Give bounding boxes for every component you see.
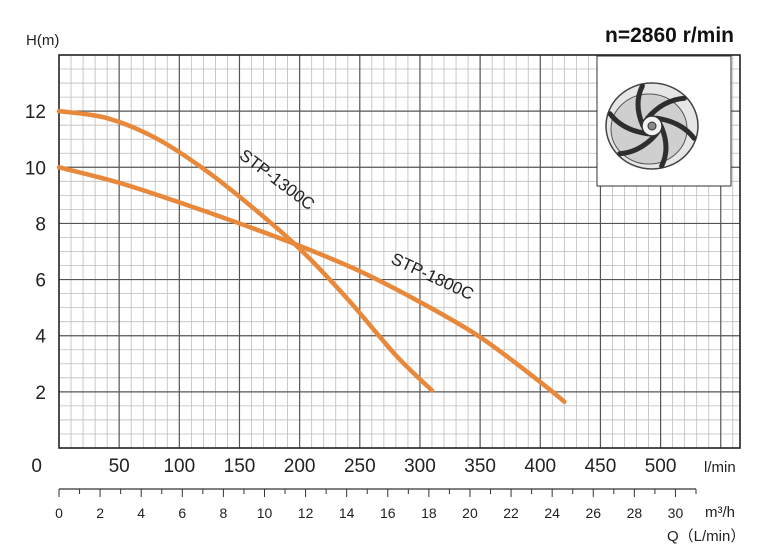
x-tick-label-m3h: 28 — [627, 505, 643, 521]
m3h-axis: 0 2 4 6 8 10 12 14 16 18 20 22 24 26 28 30 — [55, 488, 697, 521]
x-tick-label-lmin: 150 — [224, 456, 256, 477]
x-tick-label-lmin: 350 — [464, 456, 496, 477]
x-tick-label-lmin: 500 — [645, 456, 677, 477]
x-tick-label-m3h: 12 — [298, 505, 314, 521]
x-tick-label-m3h: 6 — [178, 505, 186, 521]
plot-frame — [58, 54, 741, 449]
x-axis-unit-m3h: m³/h — [705, 504, 735, 521]
x-tick-labels-lmin: 50 100 150 200 250 300 350 400 450 500 — [109, 456, 677, 477]
impeller-vane — [635, 83, 646, 129]
impeller-inset — [596, 55, 732, 187]
x-tick-label-lmin: 450 — [585, 456, 617, 477]
x-tick-label-m3h: 8 — [219, 505, 227, 521]
impeller-vane — [617, 131, 659, 157]
series-line-stp-1300c — [56, 108, 435, 393]
y-tick-label: 8 — [35, 214, 46, 235]
y-tick-labels: 2 4 6 8 10 12 — [25, 102, 47, 404]
impeller-vane — [645, 95, 687, 121]
x-tick-label-lmin: 50 — [109, 456, 130, 477]
impeller-shaft — [647, 121, 657, 131]
x-tick-label-m3h: 20 — [462, 505, 478, 521]
y-tick-label: 10 — [25, 158, 46, 179]
x-tick-label-m3h: 2 — [96, 505, 104, 521]
x-tick-label-m3h: 18 — [421, 505, 437, 521]
x-tick-label-m3h: 14 — [339, 505, 355, 521]
x-tick-label-lmin: 100 — [163, 456, 195, 477]
origin-label: 0 — [31, 456, 42, 477]
x-tick-label-m3h: 0 — [55, 505, 63, 521]
impeller-icon — [605, 82, 699, 170]
y-tick-label: 2 — [35, 383, 46, 404]
y-axis-label: H(m) — [26, 32, 59, 49]
y-tick-label: 4 — [35, 327, 46, 348]
x-tick-label-lmin: 200 — [284, 456, 316, 477]
x-tick-label-m3h: 26 — [585, 505, 601, 521]
x-tick-label-m3h: 4 — [137, 505, 145, 521]
x-tick-label-lmin: 300 — [404, 456, 436, 477]
y-tick-label: 6 — [35, 271, 46, 292]
impeller-vane — [658, 123, 669, 169]
x-tick-label-lmin: 400 — [524, 456, 556, 477]
minor-grid — [59, 55, 740, 448]
x-tick-label-m3h: 10 — [257, 505, 273, 521]
series-line-stp-1800c — [56, 165, 567, 404]
impeller-vane — [654, 115, 697, 141]
impeller-vane — [607, 111, 650, 137]
x-tick-label-m3h: 30 — [668, 505, 684, 521]
x-tick-label-m3h: 22 — [503, 505, 519, 521]
x-axis-label-q: Q（L/min） — [667, 528, 745, 545]
x-tick-label-m3h: 24 — [544, 505, 560, 521]
y-tick-label: 12 — [25, 102, 46, 123]
x-tick-label-m3h: 16 — [380, 505, 396, 521]
x-tick-label-lmin: 250 — [344, 456, 376, 477]
chart-title: n=2860 r/min — [605, 24, 734, 47]
x-axis-unit-lmin: l/min — [704, 459, 736, 476]
